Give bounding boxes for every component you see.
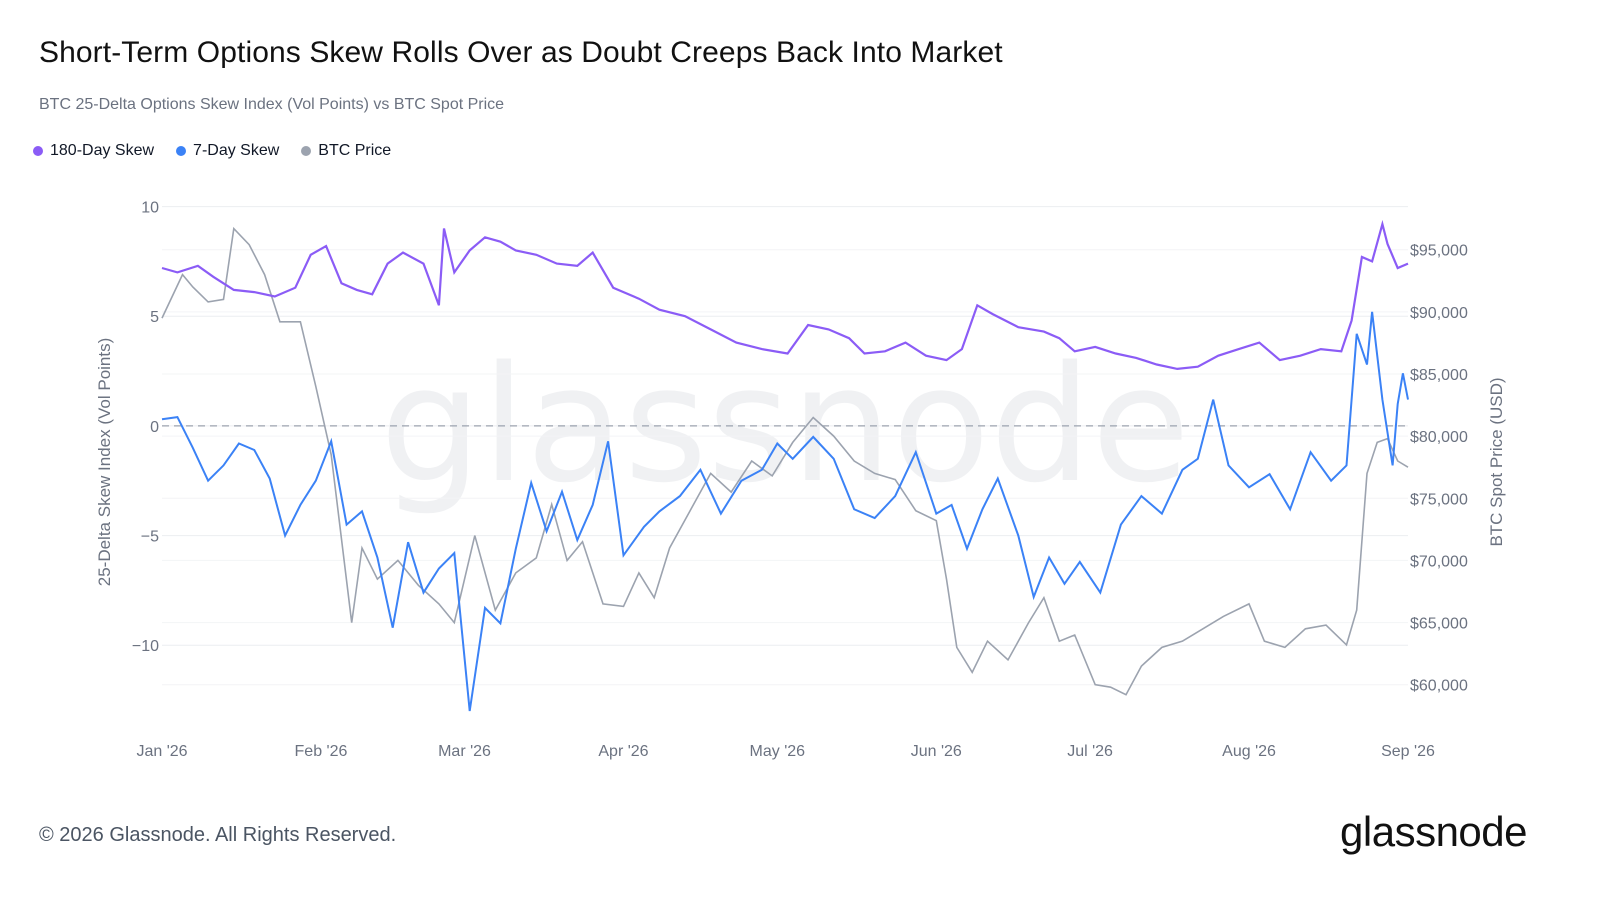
copyright-text: © 2026 Glassnode. All Rights Reserved. [39,824,397,846]
left-axis-ticks: 10 5 0 −5 −10 [132,200,159,656]
right-tick-label: $65,000 [1410,616,1468,633]
left-tick-label: −5 [141,529,159,546]
x-tick-label: Apr '26 [598,743,648,760]
series-line-7-day-skew [161,311,1409,712]
series-line-180-day-skew [161,219,1409,371]
right-axis-label: BTC Spot Price (USD) [1487,377,1506,546]
watermark: glassnode [380,331,1190,518]
x-tick-label: Sep '26 [1381,743,1435,760]
right-axis-ticks: $95,000 $90,000 $85,000 $80,000 $75,000 $70,0… [1410,243,1468,695]
legend-item-btc-price[interactable]: BTC Price [301,142,391,160]
x-tick-label: Feb '26 [295,743,348,760]
x-tick-label: Mar '26 [438,743,491,760]
legend-label-btc-price: BTC Price [318,142,392,159]
chart-subtitle: BTC 25-Delta Options Skew Index (Vol Poi… [39,96,505,113]
left-tick-label: 10 [141,200,159,217]
right-tick-label: $75,000 [1410,491,1468,508]
series-line-btc-price [161,226,1409,696]
left-tick-label: 0 [150,419,159,436]
x-tick-label: Jul '26 [1067,743,1113,760]
right-tick-label: $95,000 [1410,243,1468,260]
right-tick-label: $85,000 [1410,367,1468,384]
legend-swatch-btc-price [301,146,312,156]
left-tick-label: −10 [132,638,159,655]
x-axis-ticks: Jan '26 Feb '26 Mar '26 Apr '26 May '26 Jun '… [136,743,1435,760]
legend-item-7-day-skew[interactable]: 7-Day Skew [176,142,279,160]
right-tick-label: $90,000 [1410,305,1468,322]
x-tick-label: Aug '26 [1222,743,1276,760]
right-tick-label: $70,000 [1410,553,1468,570]
legend-label-180-day-skew: 180-Day Skew [50,142,155,159]
legend-swatch-7-day-skew [176,146,187,156]
legend-item-180-day-skew[interactable]: 180-Day Skew [33,142,154,160]
right-tick-label: $80,000 [1410,429,1468,446]
x-tick-label: Jun '26 [911,743,962,760]
chart-legend: 180-Day Skew 7-Day Skew BTC Price [33,142,391,160]
brand-logo: glassnode [1340,808,1527,855]
x-tick-label: May '26 [750,743,806,760]
left-tick-label: 5 [150,309,159,326]
right-tick-label: $60,000 [1410,678,1468,695]
x-tick-label: Jan '26 [136,743,187,760]
left-axis-label: 25-Delta Skew Index (Vol Points) [95,338,114,587]
legend-label-7-day-skew: 7-Day Skew [193,142,280,159]
legend-swatch-180-day-skew [33,146,43,156]
chart-title: Short-Term Options Skew Rolls Over as Do… [39,36,1003,69]
